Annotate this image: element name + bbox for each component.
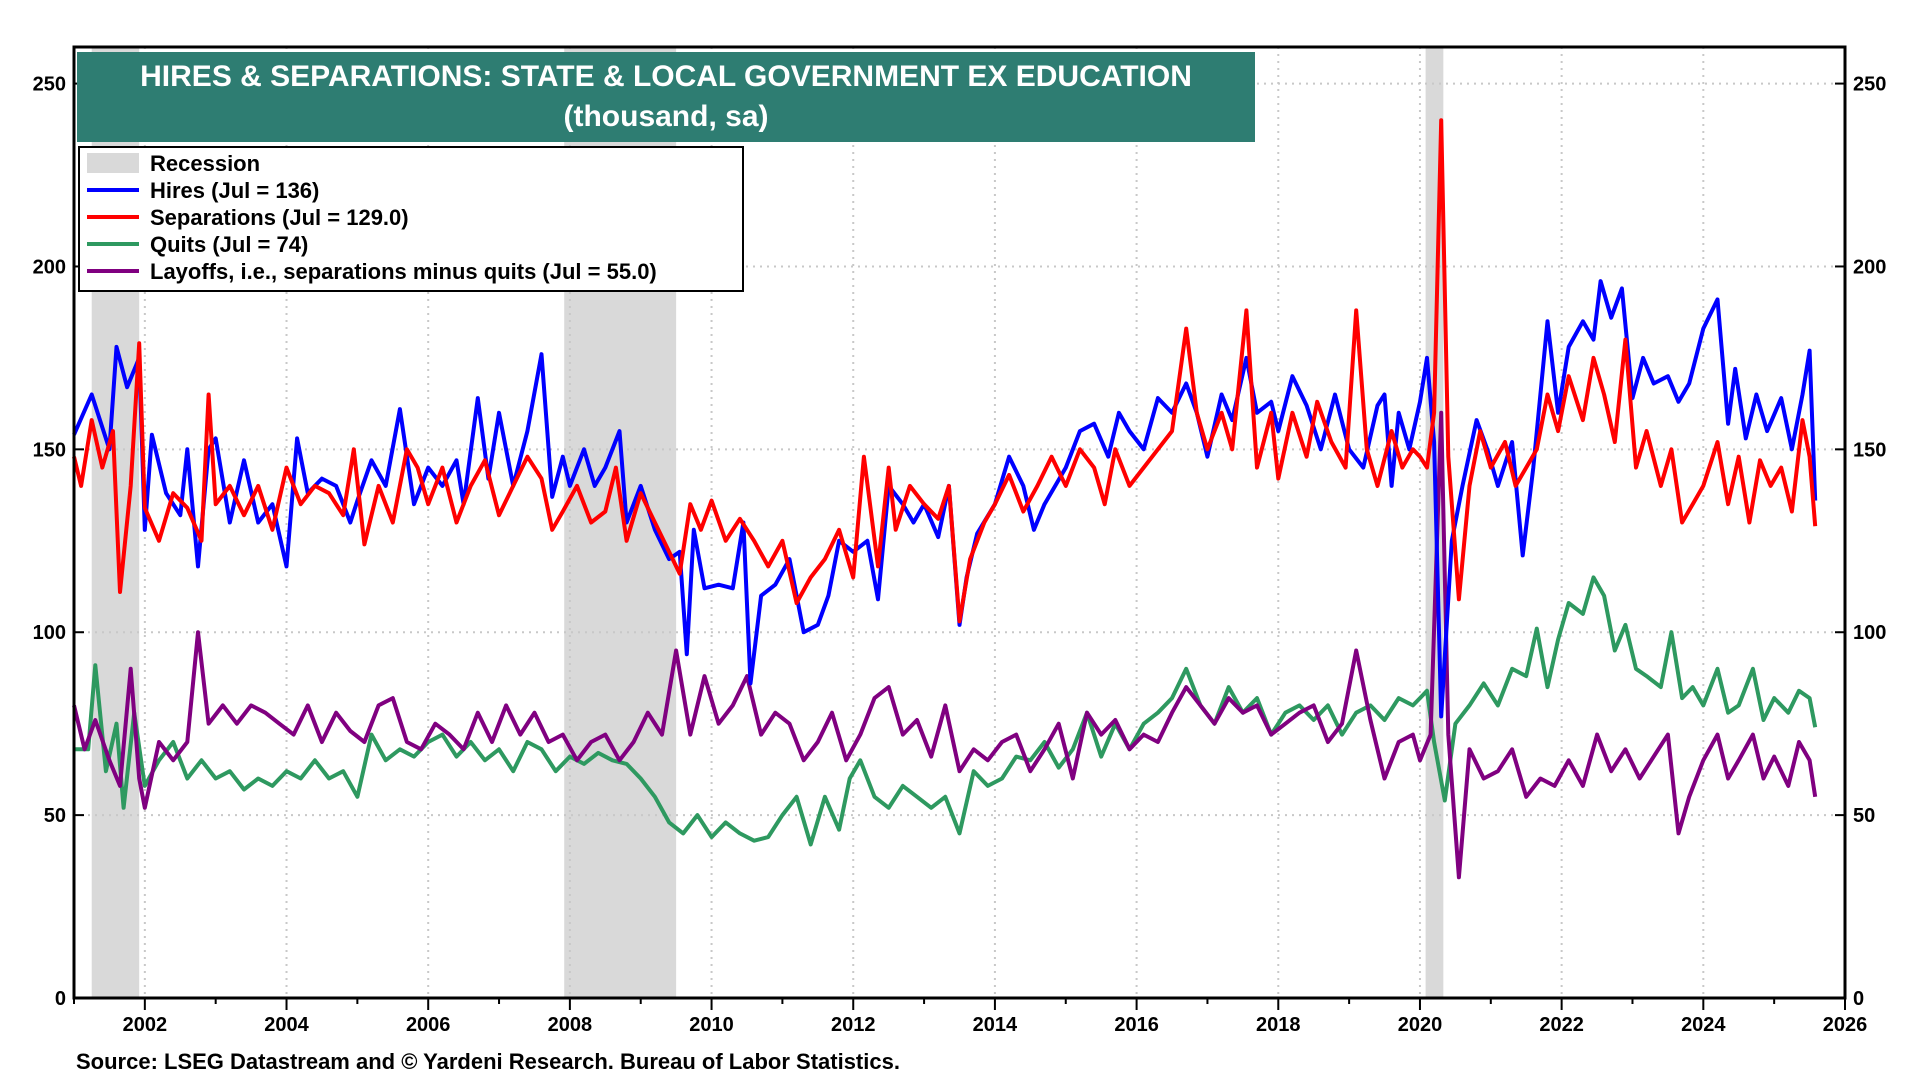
x-tick-label-2016: 2016 (1114, 1014, 1159, 1036)
x-tick-label-2026: 2026 (1823, 1014, 1868, 1036)
series-line-quits (74, 575, 1818, 847)
axis-ticks: 0 0 50 50 100 100 150 150 200 200 250 250 2002 2004 20… (33, 74, 1887, 1036)
y-tick-label-left-0: 0 (55, 988, 66, 1010)
legend-swatch-recession (87, 153, 139, 173)
chart-subtitle: (thousand, sa) (563, 100, 768, 133)
y-tick-label-left-100: 100 (33, 622, 66, 644)
x-tick-label-2006: 2006 (406, 1014, 451, 1036)
y-tick-label-right-0: 0 (1853, 988, 1864, 1010)
series-line-separations (72, 118, 1818, 624)
x-tick-label-2012: 2012 (831, 1014, 876, 1036)
series-line-hires (72, 279, 1818, 719)
legend-box (78, 146, 744, 292)
series-line-layoffs (72, 410, 1818, 880)
x-tick-label-2022: 2022 (1539, 1014, 1584, 1036)
x-tick-label-2024: 2024 (1681, 1014, 1726, 1036)
x-tick-label-2018: 2018 (1256, 1014, 1301, 1036)
y-tick-label-left-250: 250 (33, 74, 66, 96)
y-tick-label-right-250: 250 (1853, 74, 1886, 96)
title-banner: HIRES & SEPARATIONS: STATE & LOCAL GOVER… (77, 52, 1255, 142)
legend-label-recession: Recession (150, 151, 260, 176)
legend-label-quits: Quits (Jul = 74) (150, 232, 308, 257)
x-tick-label-2020: 2020 (1398, 1014, 1443, 1036)
series-lines (72, 118, 1818, 880)
legend: Recession Hires (Jul = 136) Separations … (78, 146, 744, 292)
plot-frame (72, 45, 1847, 1000)
y-tick-label-right-50: 50 (1853, 805, 1875, 827)
legend-label-separations: Separations (Jul = 129.0) (150, 205, 409, 230)
chart-title: HIRES & SEPARATIONS: STATE & LOCAL GOVER… (140, 60, 1192, 93)
x-tick-label-2008: 2008 (548, 1014, 593, 1036)
y-tick-label-left-150: 150 (33, 439, 66, 461)
y-tick-label-right-200: 200 (1853, 256, 1886, 278)
x-tick-label-2010: 2010 (689, 1014, 734, 1036)
y-tick-label-right-100: 100 (1853, 622, 1886, 644)
y-tick-label-left-200: 200 (33, 256, 66, 278)
legend-label-layoffs: Layoffs, i.e., separations minus quits (… (150, 259, 657, 284)
x-tick-label-2002: 2002 (123, 1014, 168, 1036)
y-tick-label-right-150: 150 (1853, 439, 1886, 461)
x-tick-label-2004: 2004 (264, 1014, 309, 1036)
x-tick-label-2014: 2014 (973, 1014, 1018, 1036)
y-tick-label-left-50: 50 (44, 805, 66, 827)
title-background (77, 52, 1255, 142)
legend-label-hires: Hires (Jul = 136) (150, 178, 319, 203)
source-note: Source: LSEG Datastream and © Yardeni Re… (76, 1049, 900, 1074)
